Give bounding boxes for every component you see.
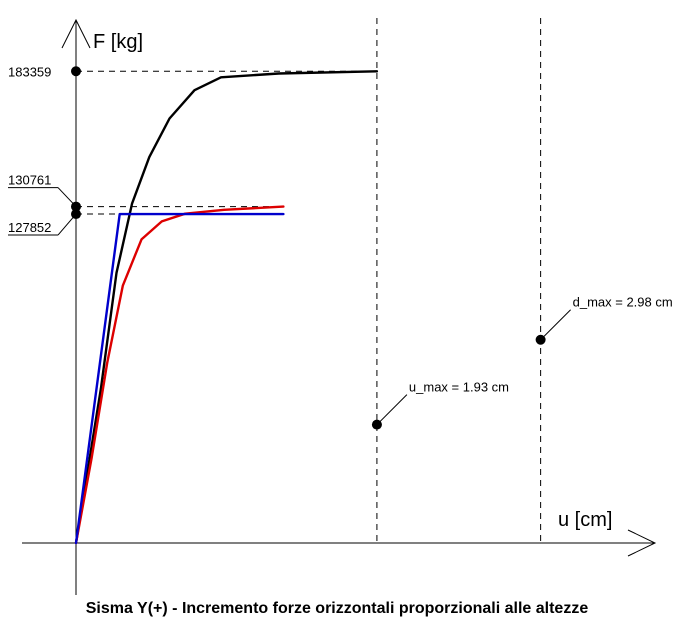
y-tick-leader-2 xyxy=(57,213,77,236)
markers xyxy=(71,66,546,430)
annotations: u_max = 1.93 cm d_max = 2.98 cm xyxy=(376,295,673,426)
marker-leader-4 xyxy=(540,309,571,341)
x-axis-arrow xyxy=(627,529,657,557)
series-line-0 xyxy=(74,70,379,545)
y-axis-title: F [kg] xyxy=(93,31,143,53)
marker-leader-3 xyxy=(376,394,408,426)
guide-lines xyxy=(76,18,542,543)
y-tick-label-1: 130761 xyxy=(8,173,51,188)
y-tick-labels: 183359 130761 127852 xyxy=(8,64,77,236)
marker-point-0 xyxy=(71,66,81,77)
marker-label-3: u_max = 1.93 cm xyxy=(409,380,509,395)
series-line-2 xyxy=(74,212,285,545)
y-tick-label-0: 183359 xyxy=(8,64,51,79)
y-axis-arrow xyxy=(61,18,91,49)
marker-label-4: d_max = 2.98 cm xyxy=(573,295,673,310)
series-line-1 xyxy=(74,205,285,545)
chart-title: Sisma Y(+) - Incremento forze orizzontal… xyxy=(86,600,589,617)
y-tick-label-2: 127852 xyxy=(8,220,51,235)
x-axis-title: u [cm] xyxy=(558,509,612,531)
series-lines xyxy=(74,70,379,545)
y-tick-leader-1 xyxy=(57,187,77,207)
